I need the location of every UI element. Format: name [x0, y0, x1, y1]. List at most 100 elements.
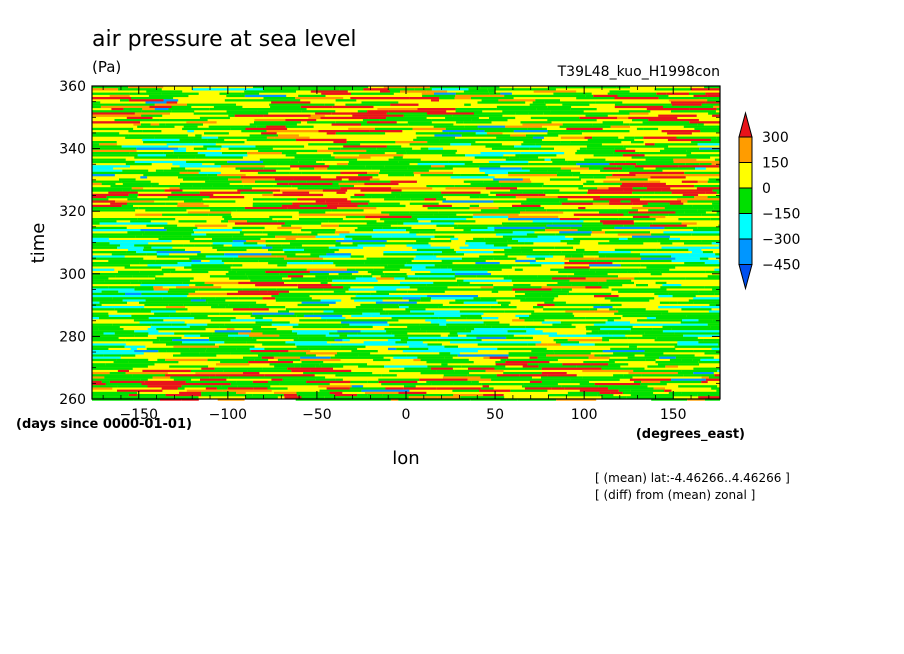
field-cell [412, 127, 446, 131]
field-cell [684, 171, 720, 175]
field-cell [591, 112, 630, 115]
field-cell [318, 385, 352, 388]
field-cell [165, 123, 203, 126]
y-tick-label: 340 [59, 142, 86, 158]
field-cell [197, 143, 207, 146]
field-cell [468, 367, 495, 370]
field-cell [603, 167, 623, 170]
field-cell [502, 222, 553, 225]
field-cell [346, 268, 356, 271]
field-cell [639, 152, 692, 155]
field-cell [438, 306, 450, 309]
field-cell [331, 112, 351, 115]
field-cell [92, 240, 108, 243]
field-cell [130, 189, 165, 192]
field-cell [560, 240, 581, 243]
field-cell [461, 365, 506, 368]
field-cell [270, 361, 293, 364]
field-cell [259, 158, 291, 161]
field-cell [159, 299, 191, 302]
field-cell [455, 94, 505, 98]
field-cell [320, 116, 369, 120]
field-cell [594, 257, 641, 260]
field-cell [186, 389, 223, 392]
field-cell [605, 321, 630, 324]
field-cell [450, 176, 495, 179]
field-cell [412, 314, 461, 318]
field-cell [322, 158, 358, 161]
field-cell [629, 171, 676, 175]
field-cell [629, 112, 649, 115]
field-cell [303, 314, 343, 318]
field-cell [118, 270, 140, 274]
colorbar-box [738, 136, 753, 163]
field-cell [92, 303, 102, 307]
field-cell [224, 218, 273, 221]
field-cell [622, 167, 644, 170]
field-cell [92, 169, 123, 172]
field-cell [469, 207, 499, 210]
field-cell [454, 273, 491, 276]
field-cell [450, 352, 460, 355]
field-cell [535, 257, 545, 260]
colorbar-bottom-arrow [738, 264, 753, 291]
field-cell [504, 310, 535, 313]
field-cell [92, 336, 119, 340]
field-cell [219, 325, 261, 329]
field-cell [515, 154, 557, 157]
field-cell [209, 178, 228, 181]
field-cell [99, 301, 127, 304]
field-cell [661, 312, 699, 315]
field-cell [313, 312, 363, 315]
field-cell [201, 187, 252, 190]
field-cell [471, 330, 508, 333]
field-cell [557, 174, 572, 177]
field-cell [254, 121, 301, 124]
field-cell [99, 350, 135, 353]
field-cell [157, 301, 208, 304]
field-cell [199, 116, 230, 120]
field-cell [594, 354, 601, 357]
field-cell [142, 130, 162, 133]
field-cell [674, 345, 720, 348]
field-cell [271, 378, 283, 381]
field-cell [569, 279, 607, 282]
field-cell [714, 268, 720, 271]
field-cell [131, 97, 174, 100]
field-cell [191, 233, 207, 236]
field-cell [664, 389, 672, 392]
field-cell [621, 182, 666, 186]
field-cell [678, 218, 711, 221]
field-cell [699, 97, 713, 100]
field-cell [585, 286, 602, 289]
field-cell [292, 325, 342, 329]
field-cell [143, 248, 185, 252]
field-cell [484, 130, 514, 133]
field-cell [350, 275, 363, 278]
field-cell [618, 110, 651, 113]
field-cell [452, 389, 480, 392]
field-cell [617, 94, 669, 98]
field-cell [201, 136, 218, 139]
field-cell [684, 211, 706, 214]
field-cell [437, 396, 461, 399]
field-cell [659, 356, 676, 359]
field-cell [224, 99, 257, 102]
field-cell [337, 330, 361, 333]
field-cell [236, 347, 250, 351]
field-cell [388, 88, 415, 91]
field-cell [614, 105, 663, 109]
field-cell [205, 387, 217, 390]
field-cell [689, 108, 717, 111]
field-cell [204, 132, 229, 135]
field-cell [164, 226, 198, 230]
field-cell [169, 187, 180, 190]
field-cell [378, 378, 420, 381]
field-cell [463, 90, 489, 93]
field-cell [528, 112, 544, 115]
field-cell [222, 152, 248, 155]
field-cell [445, 116, 479, 120]
field-cell [477, 343, 528, 346]
field-cell [257, 171, 290, 175]
field-cell [593, 176, 606, 179]
